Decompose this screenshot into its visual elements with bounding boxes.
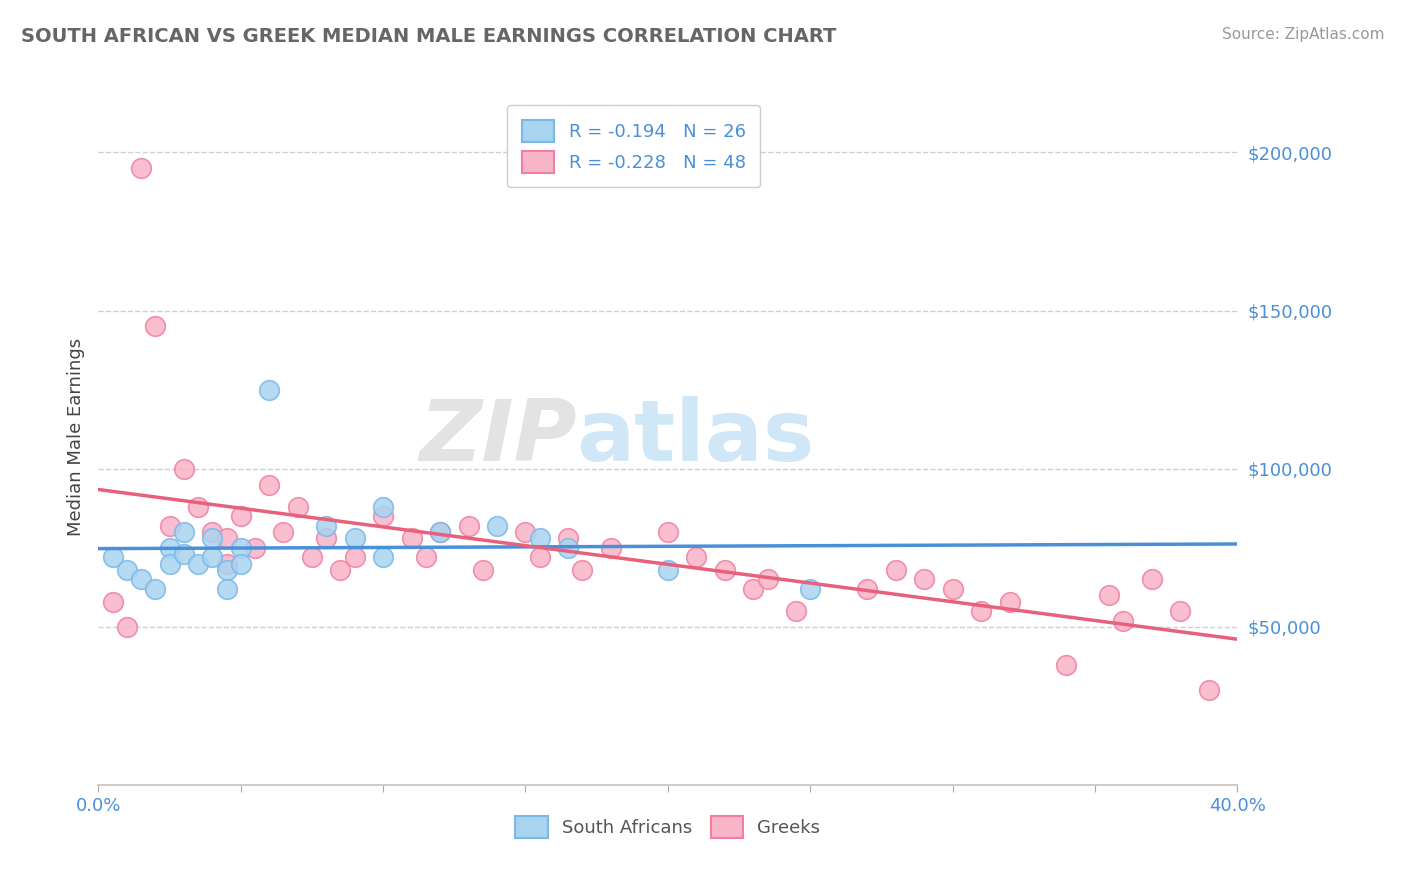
Point <box>998 594 1021 608</box>
Point <box>343 550 366 565</box>
Point <box>529 550 551 565</box>
Point <box>486 518 509 533</box>
Point <box>799 582 821 596</box>
Point <box>1098 588 1121 602</box>
Y-axis label: Median Male Earnings: Median Male Earnings <box>66 338 84 536</box>
Point <box>742 582 765 596</box>
Point <box>259 477 281 491</box>
Point <box>884 563 907 577</box>
Point <box>785 604 807 618</box>
Point <box>229 557 252 571</box>
Point <box>159 541 181 555</box>
Point <box>415 550 437 565</box>
Point <box>600 541 623 555</box>
Point <box>215 563 238 577</box>
Point <box>912 573 935 587</box>
Point <box>1112 614 1135 628</box>
Point <box>329 563 352 577</box>
Point <box>1170 604 1192 618</box>
Point <box>315 531 337 545</box>
Point <box>970 604 993 618</box>
Point <box>229 541 252 555</box>
Point <box>273 524 295 539</box>
Point <box>229 509 252 524</box>
Legend: South Africans, Greeks: South Africans, Greeks <box>508 809 828 846</box>
Point <box>159 557 181 571</box>
Point <box>457 518 479 533</box>
Point <box>373 550 395 565</box>
Point <box>173 547 195 561</box>
Point <box>145 582 167 596</box>
Point <box>129 573 152 587</box>
Text: ZIP: ZIP <box>419 395 576 479</box>
Point <box>343 531 366 545</box>
Point <box>243 541 266 555</box>
Point <box>1198 683 1220 698</box>
Point <box>756 573 779 587</box>
Point <box>159 518 181 533</box>
Point <box>129 161 152 176</box>
Point <box>215 531 238 545</box>
Point <box>373 500 395 514</box>
Point <box>401 531 423 545</box>
Point <box>557 531 579 545</box>
Point <box>1056 657 1078 672</box>
Point <box>101 594 124 608</box>
Point <box>571 563 593 577</box>
Point <box>515 524 537 539</box>
Point <box>557 541 579 555</box>
Text: Source: ZipAtlas.com: Source: ZipAtlas.com <box>1222 27 1385 42</box>
Point <box>529 531 551 545</box>
Point <box>942 582 965 596</box>
Text: SOUTH AFRICAN VS GREEK MEDIAN MALE EARNINGS CORRELATION CHART: SOUTH AFRICAN VS GREEK MEDIAN MALE EARNI… <box>21 27 837 45</box>
Point <box>115 563 138 577</box>
Point <box>173 524 195 539</box>
Point <box>856 582 879 596</box>
Point <box>315 518 337 533</box>
Point <box>201 550 224 565</box>
Point <box>215 582 238 596</box>
Point <box>187 557 209 571</box>
Point <box>259 383 281 397</box>
Text: atlas: atlas <box>576 395 815 479</box>
Point <box>145 319 167 334</box>
Point <box>215 557 238 571</box>
Point <box>657 563 679 577</box>
Point <box>373 509 395 524</box>
Point <box>201 524 224 539</box>
Point <box>101 550 124 565</box>
Point <box>301 550 323 565</box>
Point <box>1140 573 1163 587</box>
Point <box>657 524 679 539</box>
Point <box>201 531 224 545</box>
Point <box>429 524 451 539</box>
Point <box>115 620 138 634</box>
Point <box>173 461 195 475</box>
Point <box>685 550 707 565</box>
Point <box>287 500 309 514</box>
Point <box>187 500 209 514</box>
Point <box>429 524 451 539</box>
Point <box>471 563 494 577</box>
Point <box>714 563 737 577</box>
